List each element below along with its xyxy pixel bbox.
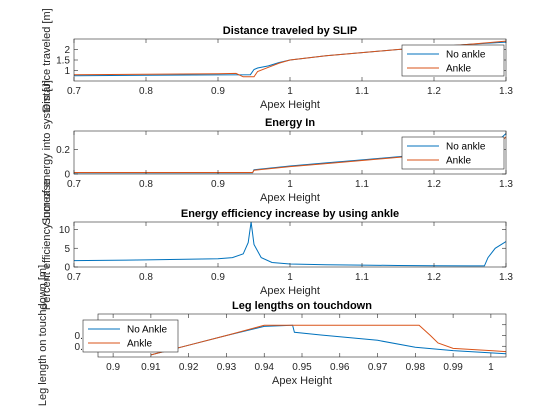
legend-box bbox=[82, 319, 179, 353]
y-tick-label: 2 bbox=[64, 45, 70, 56]
x-tick-label: 1.2 bbox=[427, 272, 441, 283]
chart-title: Energy efficiency increase by using ankl… bbox=[181, 208, 399, 220]
x-tick-label: 1 bbox=[488, 362, 494, 373]
x-tick-label: 1.2 bbox=[427, 86, 441, 97]
x-tick-label: 0.91 bbox=[141, 362, 161, 373]
x-tick-label: 1.1 bbox=[355, 272, 369, 283]
x-tick-label: 1.3 bbox=[499, 179, 513, 190]
chart-panel-3: 0.7 0.8 0.9 1 1.1 1.2 1.3 0 5 10 Energy efficiency… bbox=[41, 179, 513, 310]
x-axis-label: Apex Height bbox=[260, 99, 320, 111]
x-tick-label: 0.92 bbox=[179, 362, 199, 373]
x-tick-label: 1.3 bbox=[499, 272, 513, 283]
y-tick-label: 0 bbox=[64, 263, 70, 274]
x-tick-label: 0.8 bbox=[139, 179, 153, 190]
x-tick-label: 0.93 bbox=[217, 362, 237, 373]
y-tick-label: 5 bbox=[64, 244, 70, 255]
x-tick-label: 1.2 bbox=[427, 179, 441, 190]
x-tick-label: 0.8 bbox=[139, 86, 153, 97]
x-tick-label: 0.9 bbox=[211, 179, 225, 190]
y-tick-label: 0 bbox=[64, 170, 70, 181]
chart-panel-2: 0.7 0.8 0.9 1 1.1 1.2 1.3 0 0.2 Energy In Apex Hei… bbox=[41, 80, 513, 225]
x-tick-label: 1.1 bbox=[355, 86, 369, 97]
x-tick-label: 0.9 bbox=[211, 86, 225, 97]
legend-label: No ankle bbox=[446, 50, 486, 61]
y-axis-label: Leg length on touchdown [m] bbox=[37, 265, 49, 406]
chart-title: Energy In bbox=[265, 117, 315, 129]
x-tick-label: 0.98 bbox=[406, 362, 426, 373]
x-tick-label: 1 bbox=[287, 179, 293, 190]
legend-label: Ankle bbox=[446, 64, 471, 75]
x-tick-label: 1 bbox=[287, 272, 293, 283]
y-axis-label: Sum of energy into system [J] bbox=[41, 80, 53, 225]
x-tick-label: 1.3 bbox=[499, 86, 513, 97]
y-tick-label: 1 bbox=[64, 66, 70, 77]
y-axis-label: Distance traveled [m] bbox=[41, 8, 53, 111]
y-axis-label: Percent efficiency increase bbox=[41, 179, 53, 310]
x-tick-label: 0.7 bbox=[67, 179, 81, 190]
series-line-1 bbox=[74, 222, 506, 267]
x-tick-label: 0.96 bbox=[330, 362, 350, 373]
x-tick-label: 0.9 bbox=[211, 272, 225, 283]
x-tick-label: 0.94 bbox=[254, 362, 274, 373]
x-tick-label: 0.95 bbox=[292, 362, 312, 373]
x-tick-label: 0.8 bbox=[139, 272, 153, 283]
x-tick-label: 0.97 bbox=[368, 362, 388, 373]
x-tick-label: 0.7 bbox=[67, 272, 81, 283]
x-tick-label: 0.7 bbox=[67, 86, 81, 97]
legend: No ankle Ankle bbox=[401, 136, 505, 170]
chart-title: Leg lengths on touchdown bbox=[232, 300, 372, 312]
x-axis-label: Apex Height bbox=[272, 375, 332, 387]
legend-label: Ankle bbox=[446, 156, 471, 167]
chart-panel-4: 0.9 0.91 0.92 0.93 0.94 0.95 0.96 0.97 0.98 0.99 1… bbox=[37, 265, 507, 406]
legend-label: Ankle bbox=[127, 339, 152, 350]
series-line-2 bbox=[150, 324, 506, 356]
x-tick-label: 1.1 bbox=[355, 179, 369, 190]
x-tick-label: 0.99 bbox=[443, 362, 463, 373]
x-axis-label: Apex Height bbox=[260, 192, 320, 204]
x-tick-label: 0.9 bbox=[106, 362, 120, 373]
legend-box bbox=[401, 136, 505, 170]
chart-title: Distance traveled by SLIP bbox=[223, 25, 358, 37]
y-tick-label: 10 bbox=[59, 225, 71, 236]
legend-label: No Ankle bbox=[127, 325, 167, 336]
x-axis-label: Apex Height bbox=[260, 285, 320, 297]
legend: No ankle Ankle bbox=[401, 44, 505, 77]
legend-label: No ankle bbox=[446, 142, 486, 153]
y-tick-label: 0.2 bbox=[56, 145, 70, 156]
legend: No Ankle Ankle bbox=[82, 319, 179, 353]
y-tick-label: 1.5 bbox=[56, 56, 70, 67]
x-tick-label: 1 bbox=[287, 86, 293, 97]
legend-box bbox=[401, 44, 505, 77]
